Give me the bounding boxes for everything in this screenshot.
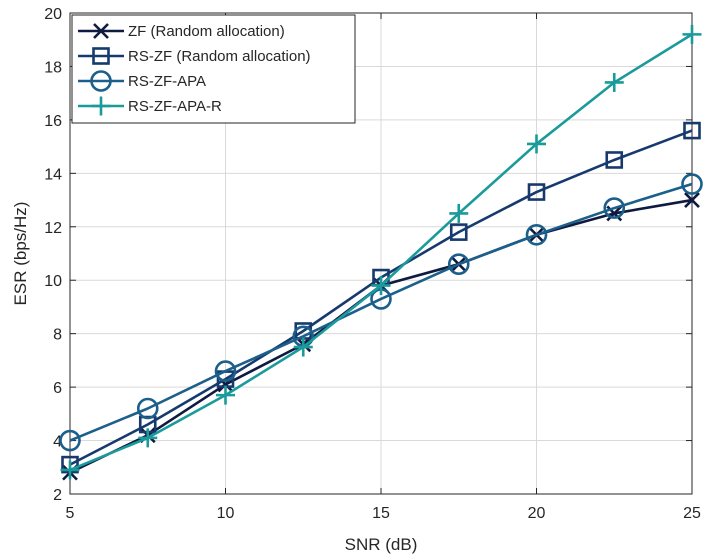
data-point: [59, 429, 81, 452]
y-tick-label: 10: [44, 273, 62, 290]
legend-marker: [91, 96, 111, 116]
legend-entry-3: RS-ZF-APA: [78, 70, 206, 92]
data-point: [681, 173, 703, 195]
legend-label: RS-ZF-APA-R: [128, 98, 222, 115]
x-axis-label: SNR (dB): [345, 535, 418, 554]
data-point: [216, 385, 235, 405]
data-point: [449, 223, 468, 241]
data-point: [60, 460, 80, 480]
data-point: [682, 24, 702, 44]
y-tick-label: 4: [53, 434, 62, 451]
y-tick-label: 18: [44, 59, 62, 76]
legend-label: RS-ZF-APA: [128, 73, 206, 90]
legend-marker: [92, 47, 110, 65]
legend-marker: [93, 23, 109, 39]
data-point: [136, 397, 159, 420]
data-point: [371, 276, 391, 296]
y-tick-label: 2: [53, 487, 62, 504]
y-tick-label: 16: [44, 113, 62, 130]
x-tick-label: 20: [528, 505, 546, 522]
data-point: [527, 183, 546, 201]
x-tick-label: 15: [372, 505, 390, 522]
y-tick-label: 12: [44, 220, 62, 237]
data-point: [447, 253, 470, 275]
data-point: [603, 197, 626, 219]
legend-label: ZF (Random allocation): [128, 23, 285, 40]
axis-ticks: 5 10 15 20 25 2 4 6 8 10 12 14 16 18 20: [44, 6, 701, 522]
legend-entry-2: RS-ZF (Random allocation): [78, 47, 311, 65]
data-point: [449, 203, 469, 223]
legend-marker: [90, 70, 112, 92]
x-tick-label: 10: [217, 505, 235, 522]
data-point: [605, 151, 624, 169]
data-point: [525, 223, 548, 246]
series-line: [69, 182, 693, 442]
y-tick-label: 14: [44, 166, 62, 183]
series-layer: [59, 24, 703, 481]
x-tick-label: 25: [683, 505, 701, 522]
data-point: [138, 428, 158, 448]
series-3: [59, 173, 703, 452]
series-4: [60, 24, 702, 480]
legend-label: RS-ZF (Random allocation): [128, 48, 311, 65]
data-point: [684, 192, 700, 208]
y-tick-label: 6: [53, 380, 62, 397]
legend: ZF (Random allocation) RS-ZF (Random allo…: [71, 14, 356, 124]
y-axis-label: ESR (bps/Hz): [11, 202, 30, 306]
data-point: [683, 121, 701, 140]
legend-entry-1: ZF (Random allocation): [78, 23, 285, 40]
y-tick-label: 20: [44, 6, 62, 23]
data-point: [293, 337, 313, 357]
legend-entry-4: RS-ZF-APA-R: [78, 96, 222, 116]
data-point: [604, 72, 624, 92]
y-tick-label: 8: [53, 327, 62, 344]
data-point: [214, 360, 237, 382]
x-tick-label: 5: [66, 505, 75, 522]
data-point: [527, 134, 546, 154]
